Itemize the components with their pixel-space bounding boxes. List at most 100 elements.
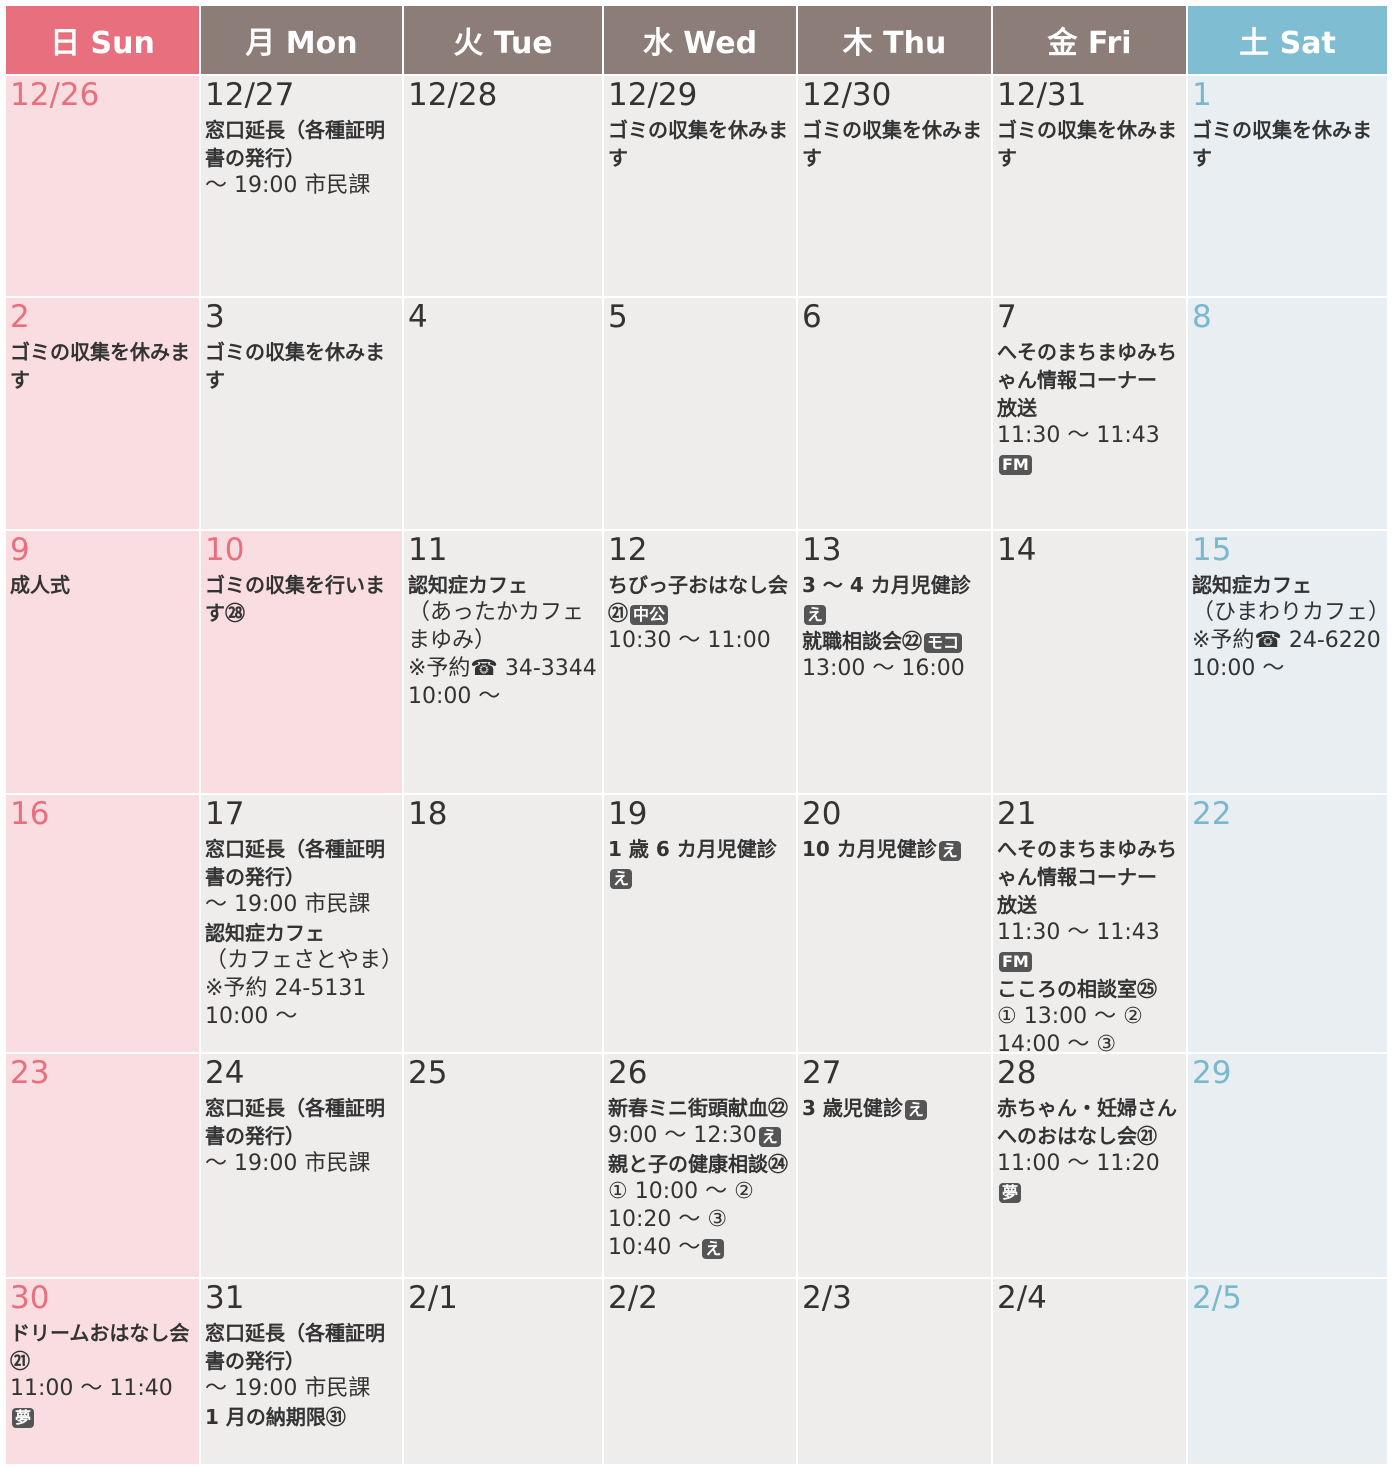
location-badge: FM [999,952,1032,972]
day-cell: 31 窓口延長（各種証明書の発行） ～ 19:00 市民課 1 月の納期限㉛ [201,1279,402,1464]
event-line: ちびっ子おはなし会㉑ 中公 [608,571,792,627]
event-text: 認知症カフェ [1192,573,1312,597]
date: 2/4 [997,1280,1047,1316]
event-text: ゴミの収集を休みます [608,118,788,170]
event-text: 1 月の納期限㉛ [205,1405,346,1429]
event-text: ① 13:00 ～ ② 14:00 ～ ③ 15:00 ～ [997,1004,1143,1052]
day-cell: 13 3 ～ 4 カ月児健診え 就職相談会㉒ モコ 13:00 ～ 16:00 [798,531,991,793]
date: 12/30 [802,77,892,113]
event-text: 3 ～ 4 カ月児健診 [802,573,971,597]
day-cell: 22 [1188,795,1387,1052]
day-header: 月 Mon [201,6,402,74]
event-line: 10 カ月児健診え [802,835,987,863]
day-cell: 2/5 [1188,1279,1387,1464]
day-cell: 9 成人式 [6,531,199,793]
day-cell: 26 新春ミニ街頭献血㉒ 9:00 ～ 12:30 え親と子の健康相談㉔ ① 10:00… [604,1054,796,1277]
event-text: 11:30 ～ 11:43 [997,423,1160,448]
day-header: 木 Thu [798,6,991,74]
date: 2/3 [802,1280,852,1316]
event-text: ～ 19:00 市民課 [205,892,371,917]
event-text: 成人式 [10,573,70,597]
day-header: 金 Fri [993,6,1186,74]
day-cell: 14 [993,531,1186,793]
event-text: 赤ちゃん・妊婦さんへのおはなし会㉑ [997,1096,1177,1148]
date: 2/2 [608,1280,658,1316]
date: 8 [1192,299,1212,335]
date: 17 [205,796,245,832]
day-cell: 30 ドリームおはなし会㉑ 11:00 ～ 11:40 夢 [6,1279,199,1464]
date: 11 [408,532,448,568]
date: 28 [997,1055,1037,1091]
event-text: 認知症カフェ [205,921,325,945]
date: 25 [408,1055,448,1091]
event-text: ゴミの収集を行います㉘ [205,573,385,625]
date: 7 [997,299,1017,335]
event-text: ～ 19:00 市民課 [205,173,371,198]
event-text: ちびっ子おはなし会㉑ [608,573,788,625]
date: 21 [997,796,1037,832]
date: 31 [205,1280,245,1316]
day-cell: 12/27 窓口延長（各種証明書の発行） ～ 19:00 市民課 [201,76,402,296]
event-text: 10:00 ～ [408,684,501,709]
location-badge: え [758,1127,781,1147]
day-cell: 28 赤ちゃん・妊婦さんへのおはなし会㉑ 11:00 ～ 11:20 夢 [993,1054,1186,1277]
event-text: 窓口延長（各種証明書の発行） [205,837,385,889]
event-line: 11:00 ～ 11:40 夢 [10,1375,195,1431]
event-text: 9:00 ～ 12:30 [608,1123,757,1148]
event-text: 10:30 ～ 11:00 [608,628,771,653]
location-badge: 夢 [999,1183,1022,1203]
date: 2/5 [1192,1280,1242,1316]
event-text: 親と子の健康相談㉔ [608,1152,788,1176]
day-cell: 2/2 [604,1279,796,1464]
day-cell: 10 ゴミの収集を行います㉘ [201,531,402,793]
event-text: こころの相談室㉕ [997,977,1157,1001]
event-text: ～ 19:00 市民課 [205,1151,371,1176]
event-text: 10 カ月児健診 [802,837,937,861]
event-text: （ひまわりカフェ） [1192,600,1387,625]
day-header: 日 Sun [6,6,199,74]
event-line: ① 13:00 ～ ② 14:00 ～ ③ 15:00 ～え [997,1003,1182,1052]
day-header: 土 Sat [1188,6,1387,74]
date: 26 [608,1055,648,1091]
day-cell: 17 窓口延長（各種証明書の発行） ～ 19:00 市民課 認知症カフェ （カフェさとや… [201,795,402,1052]
day-cell: 12/31 ゴミの収集を休みます [993,76,1186,296]
date: 12/26 [10,77,100,113]
event-text: ※予約 24-5131 [205,976,367,1001]
day-cell: 24 窓口延長（各種証明書の発行） ～ 19:00 市民課 [201,1054,402,1277]
day-cell: 29 [1188,1054,1387,1277]
event-line: 3 歳児健診え [802,1094,987,1122]
date: 30 [10,1280,50,1316]
day-cell: 1 ゴミの収集を休みます [1188,76,1387,296]
event-text: 11:30 ～ 11:43 [997,920,1160,945]
event-text: ～ 19:00 市民課 [205,1376,371,1401]
date: 9 [10,532,30,568]
date: 16 [10,796,50,832]
date: 22 [1192,796,1232,832]
date: 29 [1192,1055,1232,1091]
day-cell: 2/1 [404,1279,602,1464]
event-text: （あったかカフェまゆみ） [408,600,585,653]
day-header: 水 Wed [604,6,796,74]
location-badge: え [904,1100,927,1120]
event-text: 11:00 ～ 11:20 [997,1151,1160,1176]
event-text: へそのまちまゆみちゃん情報コーナー 放送 [997,837,1177,917]
event-text: 認知症カフェ [408,573,528,597]
location-badge: 中公 [630,605,669,625]
event-text: 10:00 ～ [205,1004,298,1029]
date: 12/29 [608,77,698,113]
event-text: 3 歳児健診 [802,1096,903,1120]
event-text: 窓口延長（各種証明書の発行） [205,118,385,170]
date: 19 [608,796,648,832]
date: 13 [802,532,842,568]
event-text: （カフェさとやま） [205,948,402,973]
event-text: 窓口延長（各種証明書の発行） [205,1321,385,1373]
day-cell: 12/30 ゴミの収集を休みます [798,76,991,296]
event-text: ゴミの収集を休みます [997,118,1177,170]
event-text: ※予約☎ 24-6220 [1192,628,1381,653]
event-text: 11:00 ～ 11:40 [10,1376,173,1401]
event-text: 10:00 ～ [1192,656,1285,681]
day-cell: 18 [404,795,602,1052]
location-badge: FM [999,455,1032,475]
date: 23 [10,1055,50,1091]
day-cell: 23 [6,1054,199,1277]
